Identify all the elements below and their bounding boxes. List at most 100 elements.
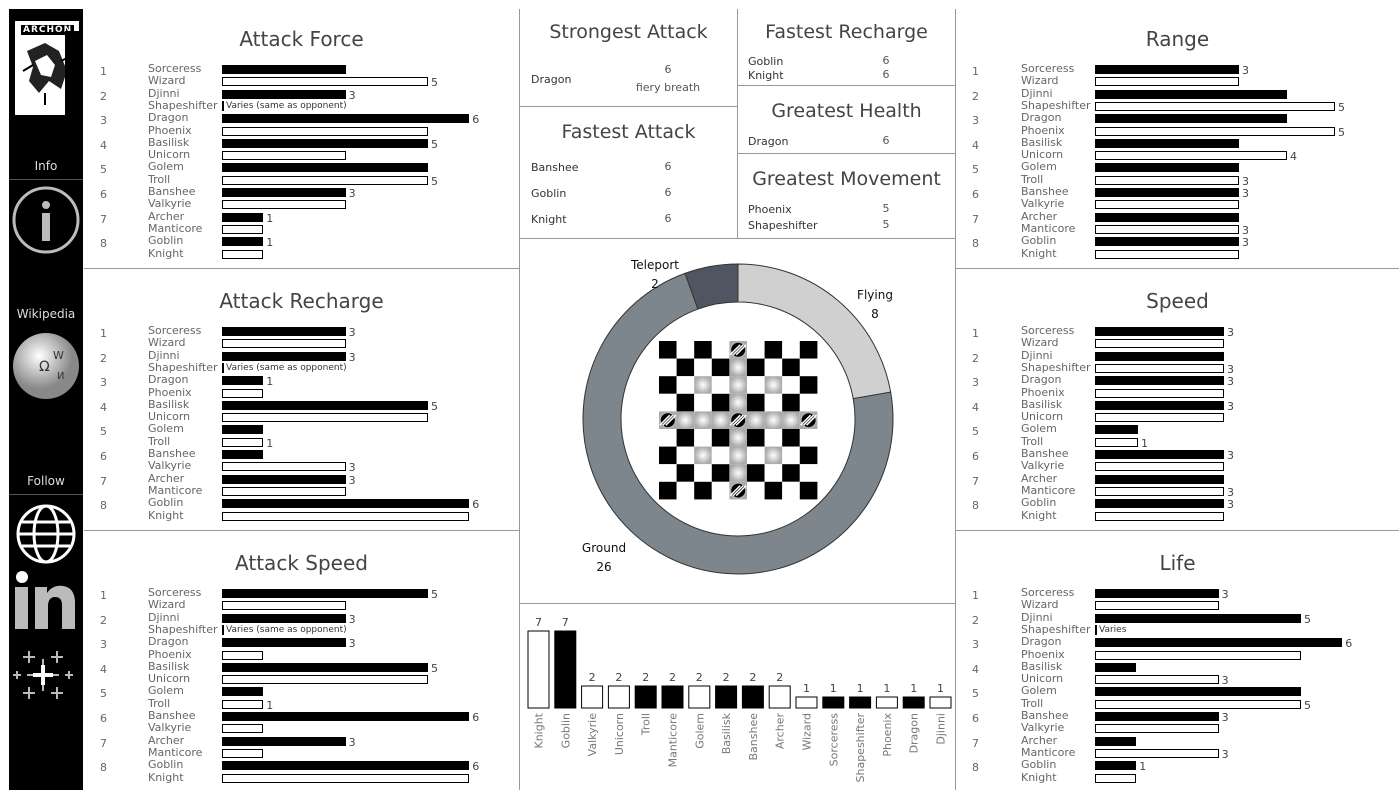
bar-value-label: 1: [266, 211, 274, 225]
stat-bar: [222, 499, 470, 509]
creature-label: Unicorn: [148, 410, 191, 424]
rank-label: 7: [100, 736, 107, 750]
creature-label: Goblin: [148, 758, 184, 772]
rank-label: 8: [100, 237, 107, 251]
range-panel: Range 1 Sorceress Wizard 3 2 Djinni Shapeshift…: [956, 9, 1399, 268]
creature-label: Archer: [148, 209, 185, 223]
stat-bar: [1095, 151, 1287, 161]
bar-value-label: 3: [348, 187, 356, 200]
bar-value-label: 1: [1139, 760, 1147, 774]
board-square: [659, 429, 677, 447]
creature-label: Djinni: [1021, 86, 1053, 100]
stat-bar: [1095, 437, 1138, 447]
creature-label: Troll: [1021, 696, 1044, 710]
board-square: [764, 341, 783, 359]
rank-label: 3: [972, 376, 979, 390]
stat-value: 6: [664, 160, 672, 173]
creature-label: Wizard: [1021, 336, 1059, 350]
varies-note: Varies (same as opponent): [222, 362, 347, 373]
stat-bar: [1095, 188, 1239, 197]
stat-title: Greatest Movement: [752, 168, 941, 190]
stat-bar: [1095, 511, 1224, 521]
stat-bar: [222, 175, 428, 185]
stat-bar: [1095, 462, 1224, 472]
stat-name: Goblin: [531, 187, 567, 200]
varies-note: Varies: [1095, 624, 1126, 635]
stat-bar: [1095, 589, 1219, 598]
count-value-label: 2: [615, 671, 622, 684]
rank-label: 1: [100, 65, 107, 78]
creature-label: Valkyrie: [1021, 721, 1065, 735]
stat-title: Fastest Recharge: [765, 21, 928, 43]
greatest-movement-panel: Greatest Movement Phoenix 5 Shapeshifter…: [738, 154, 955, 238]
creature-label: Golem: [1021, 160, 1057, 174]
svg-text:Ω: Ω: [39, 359, 50, 375]
creature-label: Djinni: [148, 610, 180, 624]
rank-label: 7: [972, 736, 979, 750]
board-square: [782, 341, 800, 359]
bar-value-label: 3: [1221, 747, 1229, 761]
stat-bar: [222, 437, 264, 447]
stat-title: Strongest Attack: [549, 21, 708, 43]
count-category-label: Shapeshifter: [854, 713, 867, 783]
count-bar: [741, 685, 764, 709]
rank-label: 4: [972, 662, 979, 676]
count-category-label: Banshee: [747, 713, 760, 761]
board-square: [799, 393, 818, 412]
stat-value: 6: [664, 186, 672, 199]
creature-label: Dragon: [148, 635, 189, 649]
creature-label: Valkyrie: [1021, 459, 1065, 473]
info-icon[interactable]: [9, 183, 83, 257]
count-bar: [822, 696, 845, 709]
stat-bar: [1095, 413, 1224, 423]
creature-label: Golem: [1021, 684, 1057, 698]
count-category-label: Valkyrie: [586, 713, 599, 757]
bar-value-label: 5: [1304, 612, 1311, 626]
creature-label: Phoenix: [1021, 385, 1065, 399]
stat-name: Knight: [748, 69, 784, 82]
creature-label: Shapeshifter: [148, 360, 218, 374]
linkedin-icon[interactable]: [9, 569, 83, 643]
bar-value-label: 6: [1345, 637, 1353, 651]
greatest-health-panel: Greatest Health Dragon 6: [738, 86, 955, 153]
piece-count-bar-chart: 7 Knight 7 Goblin 2 Valkyrie 2 Unicorn 2 Troll 2 Ma…: [527, 616, 952, 783]
count-category-label: Sorceress: [827, 713, 840, 767]
creature-label: Knight: [1021, 508, 1057, 522]
stat-value: 5: [882, 202, 890, 215]
creature-label: Goblin: [148, 234, 184, 248]
stat-bar: [1095, 126, 1335, 136]
board-square: [676, 376, 695, 394]
wikipedia-icon[interactable]: Ω W И: [9, 329, 83, 403]
board-square: [676, 481, 695, 500]
creature-label: Sorceress: [1021, 62, 1075, 75]
bar-value-label: 6: [472, 711, 480, 724]
stat-bar: [222, 188, 346, 197]
bar-value-label: 3: [348, 612, 356, 626]
rank-label: 4: [100, 662, 107, 676]
board-square: [711, 446, 730, 465]
globe-icon[interactable]: [9, 497, 83, 571]
tableau-icon[interactable]: [9, 639, 83, 713]
creature-label: Troll: [148, 696, 171, 710]
board-square: [747, 341, 765, 359]
stat-bar: [1095, 175, 1239, 185]
stat-bar: [1095, 237, 1239, 247]
stat-bar: [1095, 200, 1239, 210]
grid-divider: [738, 85, 955, 86]
creature-label: Archer: [148, 733, 185, 747]
stat-bar: [222, 114, 470, 124]
stat-bar: [1095, 748, 1219, 758]
ground-slice: [582, 272, 894, 575]
archon-logo[interactable]: ARCHON: [15, 21, 79, 115]
stat-bar: [222, 613, 346, 623]
stat-bar: [222, 601, 346, 611]
stat-note: fiery breath: [635, 81, 701, 94]
creature-label: Shapeshifter: [148, 98, 218, 112]
stat-bar: [1095, 712, 1219, 721]
creature-label: Sorceress: [1021, 324, 1075, 337]
stat-bar: [222, 77, 428, 87]
rank-label: 6: [972, 188, 979, 201]
panel-title: Attack Speed: [235, 551, 368, 575]
stat-bar: [1095, 486, 1224, 496]
bar-value-label: 5: [431, 76, 438, 90]
